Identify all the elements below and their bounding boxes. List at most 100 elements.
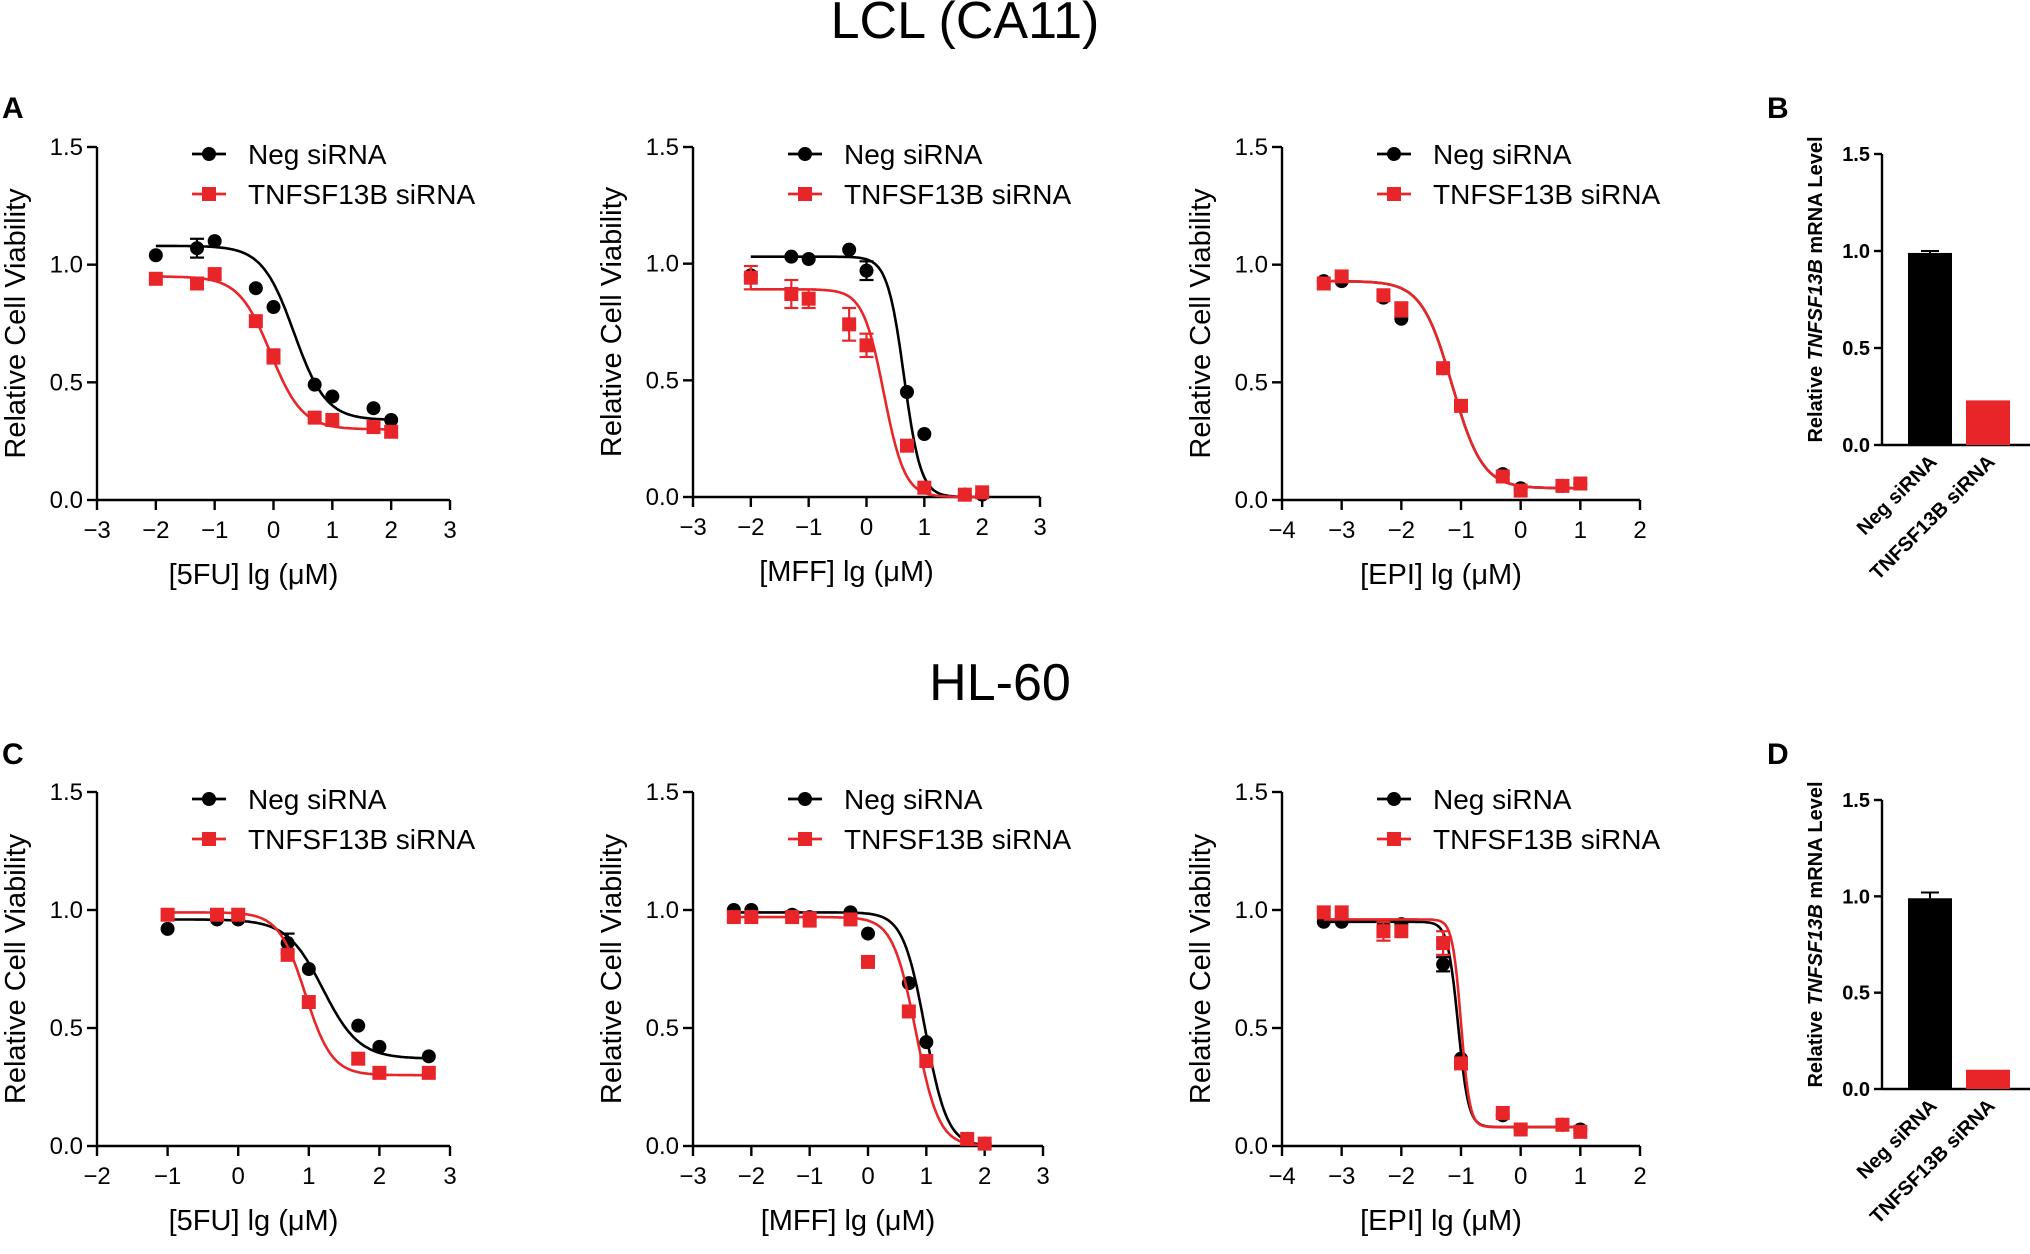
y-tick-label: 1.5 (50, 134, 83, 161)
point-tnf (307, 410, 322, 425)
point-tnf (248, 314, 263, 329)
x-tick-label: 0 (232, 1163, 245, 1190)
x-tick-label: 3 (1036, 1163, 1049, 1190)
x-axis-title: [MFF] lg (μM) (761, 1205, 936, 1237)
point-tnf (960, 1131, 975, 1146)
y-tick-label: 0.5 (646, 1015, 679, 1042)
legend-marker-neg (1387, 147, 1401, 161)
bar-tnf (1966, 1069, 2010, 1089)
point-tnf (366, 420, 381, 435)
chart-lcl-mff: 0.0 0.5 1.0 1.5 −3 −2 −1 0 1 2 3 [MFF] lg (μM) Relat… (596, 134, 1071, 588)
x-tick-label: 1 (920, 1163, 933, 1190)
point-tnf (421, 1065, 436, 1080)
y-tick-label: 0.0 (1235, 1133, 1268, 1160)
point-tnf (1573, 476, 1588, 491)
legend-marker-tnf (798, 832, 812, 846)
chart-hl60-5fu: 0.0 0.5 1.0 1.5 −2 −1 0 1 2 3 [5FU] lg (μM) Relativ… (0, 779, 475, 1237)
point-tnf (744, 910, 759, 925)
legend-label-neg: Neg siRNA (844, 139, 983, 170)
point-neg (248, 281, 263, 296)
x-tick-label: −2 (738, 1163, 765, 1190)
x-tick-label: −1 (201, 517, 228, 544)
y-tick-label: 0.5 (50, 369, 83, 396)
point-tnf (148, 271, 163, 286)
point-tnf (1316, 276, 1331, 291)
legend-marker-neg (798, 792, 812, 806)
point-tnf (743, 270, 758, 285)
y-axis-title: Relative Cell Viability (1185, 833, 1217, 1104)
x-tick-label: 0 (1514, 1163, 1527, 1190)
panel-letter-b: B (1767, 92, 1789, 125)
point-neg (801, 252, 816, 266)
legend-label-neg: Neg siRNA (844, 784, 983, 815)
section-title-lcl: LCL (CA11) (831, 0, 1100, 50)
point-tnf (1573, 1124, 1588, 1139)
point-neg (917, 427, 932, 441)
y-tick-label: 0.0 (1842, 1079, 1870, 1101)
y-tick-label: 0.0 (646, 484, 679, 511)
x-tick-label: 1 (1574, 517, 1587, 544)
y-tick-label: 1.5 (1235, 134, 1268, 161)
y-tick-label: 0.5 (646, 367, 679, 394)
fit-curve-neg (167, 918, 429, 1060)
y-axis-title-gene: TNFSF13B (1805, 904, 1827, 1005)
fit-curve-neg (155, 244, 392, 421)
x-axis-title: [EPI] lg (μM) (1360, 1205, 1522, 1237)
point-tnf (1436, 936, 1451, 951)
point-neg (351, 1018, 366, 1033)
point-tnf (802, 912, 817, 927)
x-axis-title: [MFF] lg (μM) (759, 556, 934, 588)
point-neg (919, 1035, 934, 1050)
point-neg (784, 249, 799, 264)
point-tnf (1513, 483, 1528, 498)
point-tnf (1316, 905, 1331, 920)
legend-label-tnf: TNFSF13B siRNA (844, 179, 1071, 210)
y-tick-label: 0.5 (1235, 1015, 1268, 1042)
y-tick-label: 1.0 (1842, 241, 1870, 263)
x-tick-label: 3 (443, 1163, 456, 1190)
legend-marker-neg (1387, 792, 1401, 806)
point-neg (842, 242, 857, 257)
point-neg (148, 248, 163, 263)
point-tnf (1454, 398, 1468, 413)
x-tick-label: −3 (1328, 1163, 1355, 1190)
x-tick-label: −3 (83, 517, 110, 544)
x-axis-title: [5FU] lg (μM) (169, 1205, 339, 1237)
x-tick-label: 2 (1633, 1163, 1646, 1190)
legend-marker-neg (202, 147, 216, 161)
y-tick-label: 0.5 (1842, 338, 1870, 360)
panel-letter-c: C (2, 738, 24, 771)
point-tnf (280, 947, 295, 962)
point-tnf (160, 907, 175, 922)
x-tick-label: 3 (1033, 514, 1046, 541)
point-tnf (1555, 1117, 1570, 1132)
x-tick-label: −1 (795, 514, 822, 541)
legend-label-tnf: TNFSF13B siRNA (844, 824, 1071, 855)
fit-curve-neg (1323, 920, 1581, 1129)
point-tnf (842, 317, 857, 332)
point-neg (1436, 957, 1451, 972)
y-axis-title: Relative Cell Viability (1185, 188, 1217, 459)
plots-layer: 0.0 0.5 1.0 1.5 −3 −2 −1 0 1 2 3 [5FU] lg (μM) Relat… (0, 134, 2030, 1237)
point-tnf (957, 487, 972, 502)
point-tnf (801, 291, 816, 306)
point-tnf (190, 276, 205, 291)
point-tnf (899, 438, 914, 453)
legend-label-neg: Neg siRNA (248, 784, 387, 815)
point-tnf (210, 907, 225, 922)
legend-marker-tnf (798, 187, 812, 201)
x-tick-label: −3 (679, 1163, 706, 1190)
x-tick-label: 2 (373, 1163, 386, 1190)
y-tick-label: 1.0 (50, 252, 83, 279)
y-tick-label: 1.0 (50, 897, 83, 924)
legend-label-neg: Neg siRNA (1433, 784, 1572, 815)
point-tnf (207, 267, 222, 282)
point-tnf (726, 910, 741, 925)
legend-label-tnf: TNFSF13B siRNA (248, 179, 475, 210)
x-tick-label: 2 (384, 517, 397, 544)
legend-marker-neg (798, 147, 812, 161)
y-axis-title: Relative TNFSF13B mRNA Level (1805, 781, 1827, 1087)
y-axis-title: Relative Cell Viability (0, 833, 32, 1104)
x-tick-label: 2 (1633, 517, 1646, 544)
